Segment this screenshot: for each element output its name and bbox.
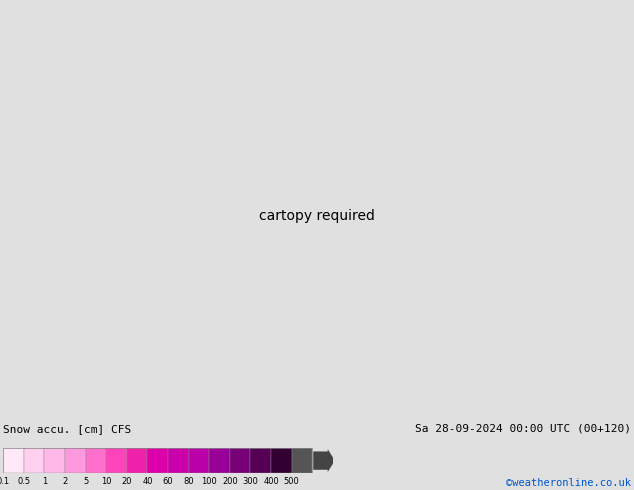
Text: 0.1: 0.1 — [0, 477, 10, 486]
Bar — [86, 448, 107, 473]
Bar — [147, 448, 168, 473]
Bar — [250, 448, 271, 473]
Text: Sa 28-09-2024 00:00 UTC (00+120): Sa 28-09-2024 00:00 UTC (00+120) — [415, 424, 631, 434]
Text: Snow accu. [cm] CFS: Snow accu. [cm] CFS — [3, 424, 131, 434]
Text: ©weatheronline.co.uk: ©weatheronline.co.uk — [506, 478, 631, 488]
Text: 100: 100 — [202, 477, 217, 486]
FancyArrow shape — [313, 449, 335, 472]
Text: 80: 80 — [183, 477, 194, 486]
Text: 20: 20 — [122, 477, 132, 486]
Text: 10: 10 — [101, 477, 112, 486]
Bar — [292, 448, 313, 473]
Text: 60: 60 — [163, 477, 173, 486]
Bar — [127, 448, 147, 473]
Text: 500: 500 — [284, 477, 299, 486]
Text: cartopy required: cartopy required — [259, 209, 375, 222]
Bar — [65, 448, 86, 473]
Bar — [209, 448, 230, 473]
Bar — [189, 448, 209, 473]
Text: 5: 5 — [83, 477, 88, 486]
Bar — [168, 448, 189, 473]
Text: 1: 1 — [42, 477, 47, 486]
Bar — [24, 448, 44, 473]
Text: 0.5: 0.5 — [17, 477, 30, 486]
Text: 40: 40 — [142, 477, 153, 486]
Text: 2: 2 — [62, 477, 68, 486]
Text: 400: 400 — [263, 477, 279, 486]
Bar — [107, 448, 127, 473]
Text: 200: 200 — [222, 477, 238, 486]
Bar — [44, 448, 65, 473]
Bar — [230, 448, 250, 473]
Bar — [271, 448, 292, 473]
Bar — [3, 448, 24, 473]
Text: 300: 300 — [242, 477, 259, 486]
